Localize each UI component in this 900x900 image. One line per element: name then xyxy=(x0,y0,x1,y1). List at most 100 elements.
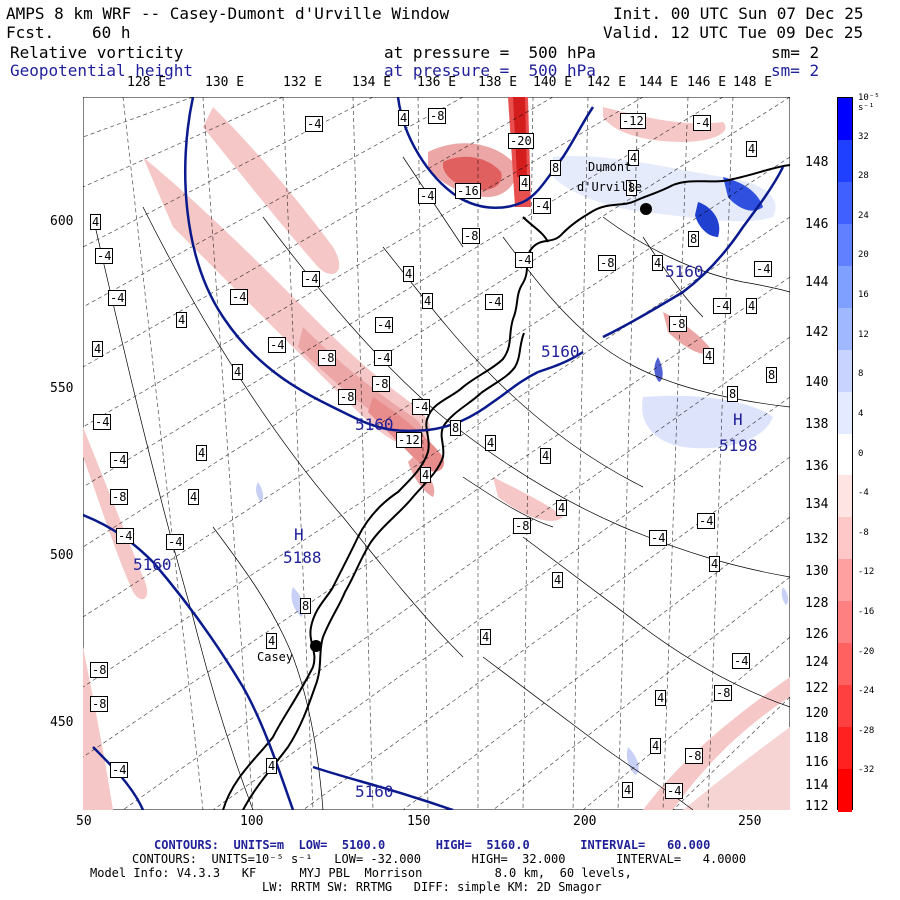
valid-time: Valid. 12 UTC Tue 09 Dec 25 xyxy=(603,23,864,42)
station-markers xyxy=(310,203,652,652)
vort-label: 8 xyxy=(766,367,778,383)
lon-label: 146 E xyxy=(687,75,727,90)
height-label: 5160 xyxy=(355,782,394,801)
vort-label: -8 xyxy=(462,228,481,244)
vort-label: 4 xyxy=(746,141,758,157)
vort-label: -4 xyxy=(374,350,393,366)
colorbar-tick-label: -16 xyxy=(858,606,875,617)
colorbar-cell xyxy=(838,139,852,183)
colorbar-tick-label: 0 xyxy=(858,448,864,459)
lon-label: 134 E xyxy=(352,75,392,90)
lat-label: 136 E xyxy=(805,459,845,474)
height-label: 5160 xyxy=(541,342,580,361)
height-label: 5160 xyxy=(665,262,704,281)
lat-label: 142 E xyxy=(805,325,845,340)
high-marker: H xyxy=(294,525,304,544)
field-1-smoothing: sm= 2 xyxy=(771,43,820,62)
vort-label: 4 xyxy=(519,175,531,191)
colorbar-cell xyxy=(838,98,852,141)
colorbar-cell xyxy=(838,433,852,477)
y-tick-label: 500 xyxy=(50,548,74,563)
forecast-label: Fcst. xyxy=(6,23,55,42)
vort-label: 4 xyxy=(703,348,715,364)
high-marker: H xyxy=(733,410,743,429)
lat-label: 144 E xyxy=(805,275,845,290)
y-tick-label: 450 xyxy=(50,715,74,730)
vort-label: -4 xyxy=(375,317,394,333)
forecast-hours: 60 h xyxy=(92,23,131,42)
vort-label: -4 xyxy=(665,783,684,799)
vorticity-contours xyxy=(92,156,790,810)
colorbar-cell xyxy=(838,475,852,519)
vort-label: 4 xyxy=(188,489,200,505)
map-title: AMPS 8 km WRF -- Casey-Dumont d'Urville … xyxy=(6,4,450,23)
vort-label: 4 xyxy=(266,633,278,649)
lat-label: 126 E xyxy=(805,627,845,642)
vort-label: 4 xyxy=(556,500,568,516)
lat-label: 146 E xyxy=(805,217,845,232)
colorbar-tick-label: 12 xyxy=(858,329,869,340)
vort-label: -4 xyxy=(110,452,129,468)
model-physics-info: LW: RRTM SW: RRTMG DIFF: simple KM: 2D S… xyxy=(262,880,602,894)
negative-vorticity-shading xyxy=(83,97,790,810)
lat-label: 116 E xyxy=(805,755,845,770)
model-info: Model Info: V4.3.3 KF MYJ PBL Morrison 8… xyxy=(90,866,632,880)
vort-label: 4 xyxy=(196,445,208,461)
vort-label: -4 xyxy=(108,290,127,306)
vort-label: -4 xyxy=(305,116,324,132)
colorbar-cell xyxy=(838,265,852,309)
lat-label: 122 E xyxy=(805,681,845,696)
vort-label: 4 xyxy=(540,448,552,464)
height-label: 5160 xyxy=(355,415,394,434)
colorbar-cell xyxy=(838,685,852,729)
vort-label: -4 xyxy=(230,289,249,305)
colorbar-cell xyxy=(838,181,852,225)
colorbar-tick-label: -4 xyxy=(858,488,869,499)
init-time: Init. 00 UTC Sun 07 Dec 25 xyxy=(613,4,864,23)
durville-station-label: d'Urville xyxy=(577,180,643,194)
vort-label: -8 xyxy=(372,376,391,392)
vort-label: -4 xyxy=(515,252,534,268)
vort-label: 4 xyxy=(628,150,640,166)
vort-label: 4 xyxy=(232,364,244,380)
field-1-level: at pressure = 500 hPa xyxy=(384,43,596,62)
vort-label: 8 xyxy=(688,231,700,247)
height-contour-info: CONTOURS: UNITS=m LOW= 5100.0 HIGH= 5160… xyxy=(154,838,711,852)
colorbar-tick-label: 28 xyxy=(858,171,869,182)
colorbar-tick-label: -28 xyxy=(858,725,875,736)
lat-label: 114 E xyxy=(805,778,845,793)
lat-label: 120 E xyxy=(805,706,845,721)
y-tick-label: 600 xyxy=(50,214,74,229)
casey-station-marker xyxy=(310,640,322,652)
vort-label: 4 xyxy=(266,758,278,774)
field-1-name: Relative vorticity xyxy=(10,43,184,62)
lon-label: 142 E xyxy=(587,75,627,90)
vort-label: 4 xyxy=(422,293,434,309)
latlon-grid xyxy=(83,97,790,810)
vort-label: 4 xyxy=(403,266,415,282)
colorbar-cell xyxy=(838,391,852,435)
vort-label: -8 xyxy=(598,255,617,271)
x-tick-label: 200 xyxy=(573,814,597,829)
colorbar-tick-label: -12 xyxy=(858,567,875,578)
lat-label: 134 E xyxy=(805,497,845,512)
vort-label: -4 xyxy=(412,399,431,415)
vort-label: -4 xyxy=(110,762,129,778)
lon-label: 132 E xyxy=(283,75,323,90)
lon-label: 138 E xyxy=(478,75,518,90)
lon-label: 140 E xyxy=(533,75,573,90)
vort-label: 4 xyxy=(746,298,758,314)
vort-label: -4 xyxy=(116,528,135,544)
vort-label: -8 xyxy=(428,108,447,124)
vort-label: 4 xyxy=(420,467,432,483)
vort-label: -8 xyxy=(513,518,532,534)
vort-label: -16 xyxy=(455,183,481,199)
height-label: 5160 xyxy=(133,555,172,574)
vort-label: -4 xyxy=(268,337,287,353)
vort-label: 4 xyxy=(655,690,667,706)
colorbar-cell xyxy=(838,349,852,393)
vort-label: -4 xyxy=(95,248,114,264)
vort-label: -8 xyxy=(669,316,688,332)
vort-label: 4 xyxy=(398,110,410,126)
colorbar-tick-label: 4 xyxy=(858,408,864,419)
